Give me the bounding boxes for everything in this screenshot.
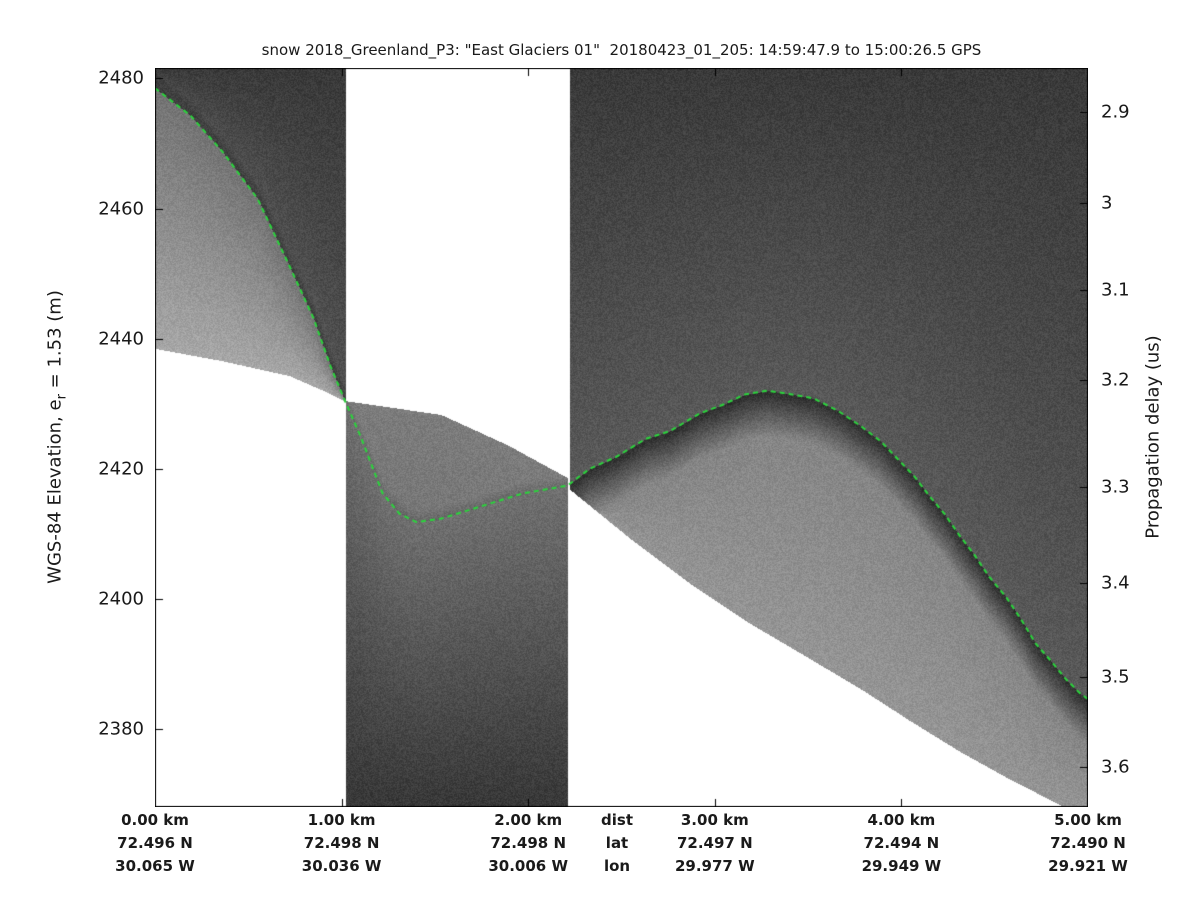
echogram-canvas	[155, 68, 1088, 807]
left-axis-label-units: = 1.53 (m)	[44, 290, 66, 395]
delay-tick-label: 3.2	[1101, 369, 1130, 391]
latitude-label: 72.494 N	[863, 834, 940, 852]
delay-tick-label: 3.1	[1101, 279, 1130, 301]
elevation-tick-label: 2460	[98, 198, 144, 219]
left-axis-label-subscript: r	[54, 394, 70, 400]
longitude-label: 30.065 W	[115, 857, 195, 875]
elevation-tick-label: 2400	[98, 588, 144, 610]
distance-label: 1.00 km	[307, 811, 376, 829]
left-axis-label-text: WGS-84 Elevation, e	[44, 399, 66, 584]
longitude-label: 29.977 W	[674, 857, 755, 875]
delay-tick-label: 3	[1101, 192, 1113, 214]
left-axis-label: WGS-84 Elevation, er = 1.53 (m)	[45, 290, 70, 584]
latitude-label: 72.498 N	[303, 834, 380, 852]
distance-label: 4.00 km	[867, 811, 936, 829]
delay-tick-label: 3.3	[1101, 476, 1130, 498]
right-axis-label: Propagation delay (us)	[1142, 335, 1164, 539]
distance-label: dist	[601, 811, 634, 829]
latitude-label: 72.497 N	[676, 834, 753, 852]
elevation-tick-label: 2380	[98, 718, 144, 740]
figure-title: snow 2018_Greenland_P3: "East Glaciers 0…	[261, 41, 982, 59]
longitude-label: 29.949 W	[861, 857, 942, 875]
delay-tick-label: 3.6	[1101, 756, 1130, 778]
distance-label: 5.00 km	[1054, 811, 1122, 829]
elevation-tick-label: 2440	[98, 328, 144, 350]
distance-label: 2.00 km	[494, 811, 563, 829]
longitude-label: 29.921 W	[1048, 857, 1128, 875]
delay-tick-label: 3.4	[1101, 572, 1130, 594]
latitude-label: 72.498 N	[490, 834, 567, 852]
distance-label: 3.00 km	[680, 811, 749, 829]
delay-tick-label: 2.9	[1101, 101, 1130, 123]
elevation-tick-label: 2480	[98, 67, 144, 89]
distance-label: 0.00 km	[121, 811, 189, 829]
longitude-label: lon	[603, 857, 631, 875]
longitude-label: 30.036 W	[301, 857, 382, 875]
latitude-label: 72.496 N	[117, 834, 193, 852]
latitude-label: 72.490 N	[1050, 834, 1126, 852]
latitude-label: lat	[605, 834, 629, 852]
elevation-tick-label: 2420	[98, 458, 144, 480]
longitude-label: 30.006 W	[488, 857, 569, 875]
delay-tick-label: 3.5	[1101, 666, 1130, 688]
